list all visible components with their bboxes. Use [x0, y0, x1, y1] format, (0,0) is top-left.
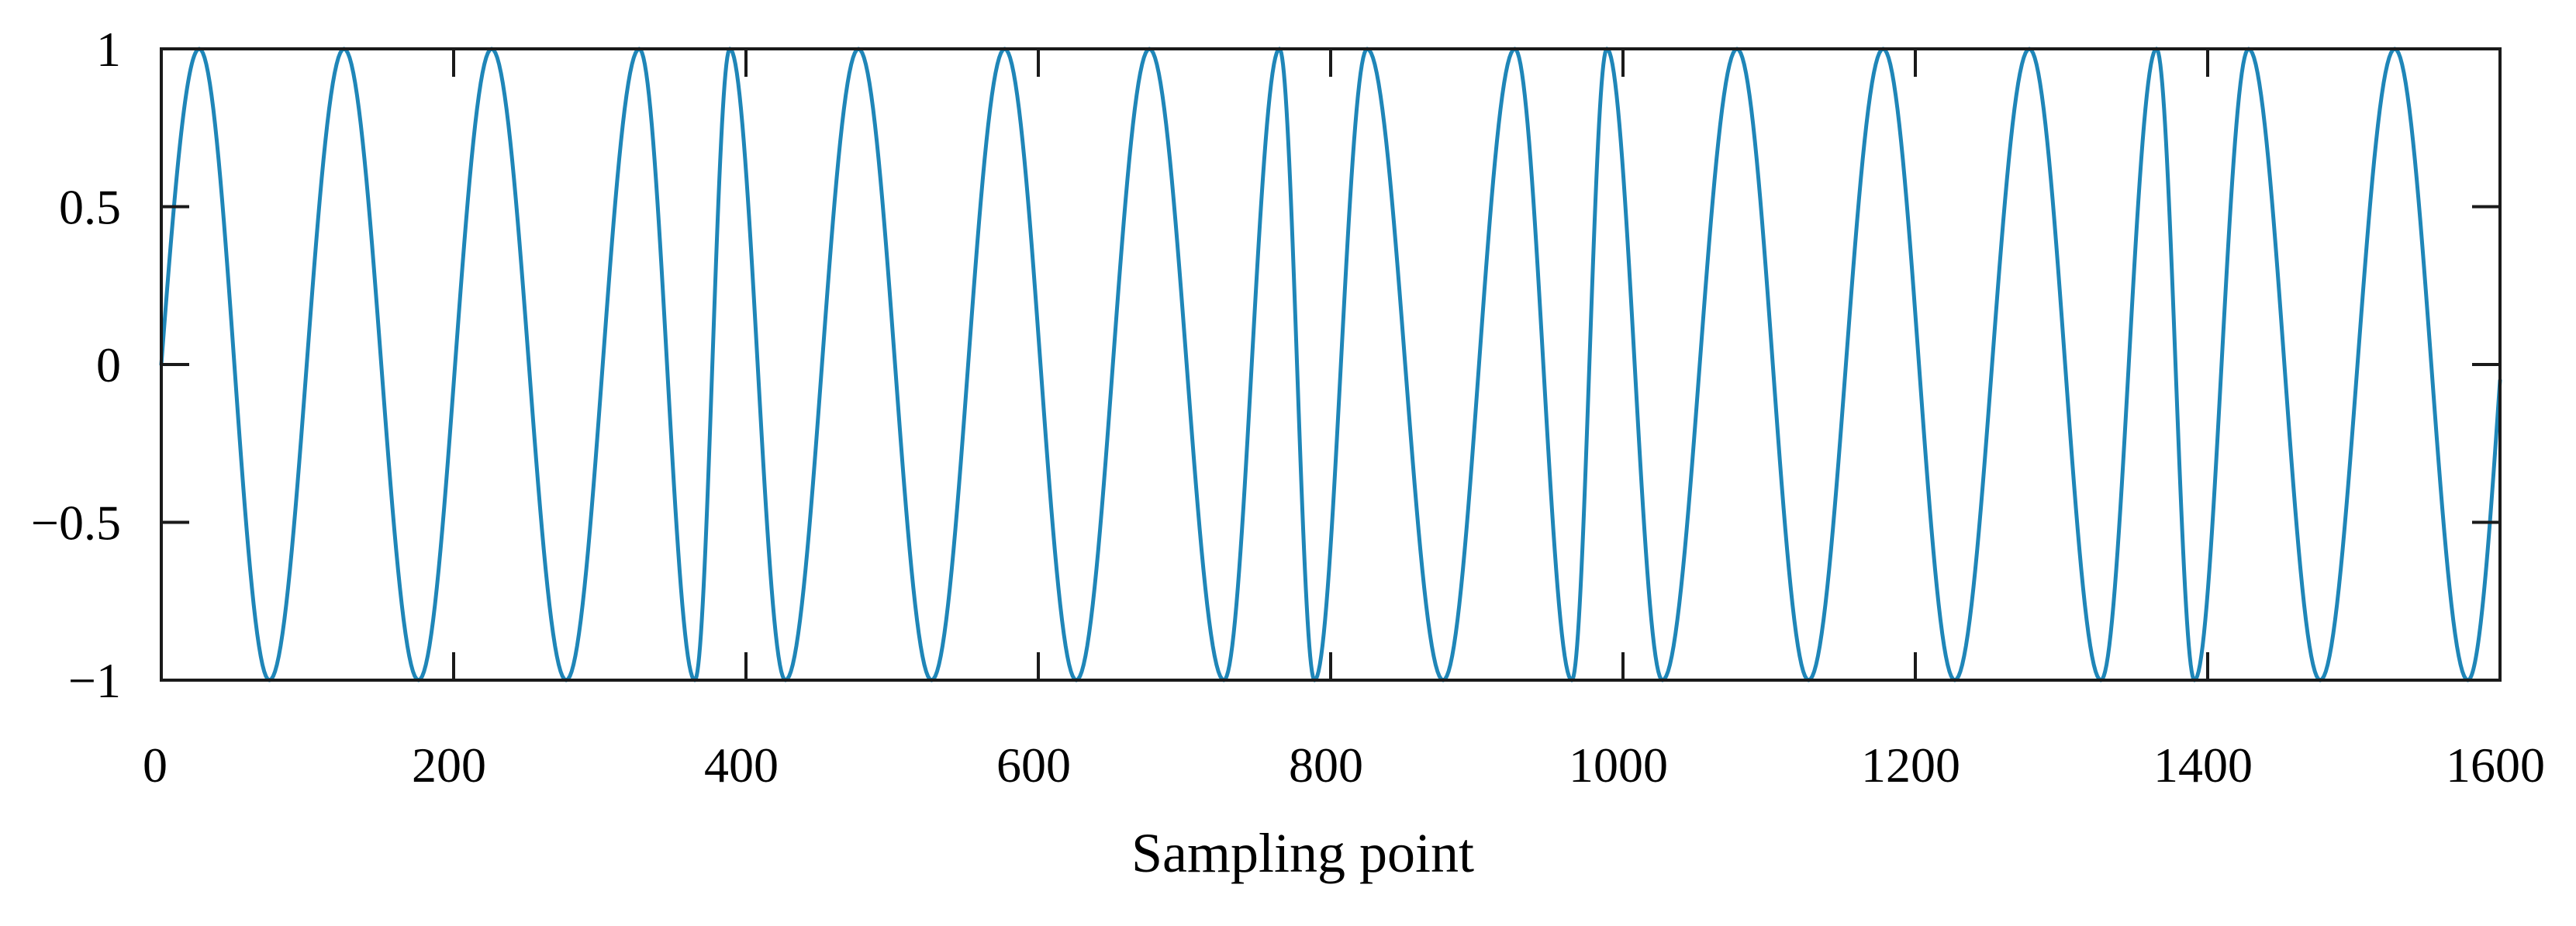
y-tick-label: −1 [68, 653, 121, 708]
y-tick-label: −0.5 [31, 496, 121, 551]
x-tick-label: 600 [996, 738, 1071, 793]
x-tick-label: 200 [412, 738, 486, 793]
x-tick-label: 800 [1289, 738, 1363, 793]
y-tick-label: 0 [96, 337, 121, 392]
x-tick-label: 1600 [2446, 738, 2545, 793]
x-axis: 0 200 400 600 800 1000 1200 1400 1600 [143, 49, 2545, 793]
x-tick-label: 1000 [1569, 738, 1668, 793]
x-axis-title: Sampling point [1131, 822, 1474, 884]
x-tick-label: 1400 [2153, 738, 2253, 793]
y-tick-label: 0.5 [59, 180, 121, 235]
x-tick-label: 0 [143, 738, 167, 793]
series-layer [159, 47, 2502, 682]
series-line-signal [159, 47, 2502, 682]
y-axis: 1 0.5 0 −0.5 −1 [31, 22, 2500, 708]
x-tick-label: 1200 [1861, 738, 1960, 793]
x-tick-label: 400 [704, 738, 779, 793]
y-tick-label: 1 [96, 22, 121, 77]
